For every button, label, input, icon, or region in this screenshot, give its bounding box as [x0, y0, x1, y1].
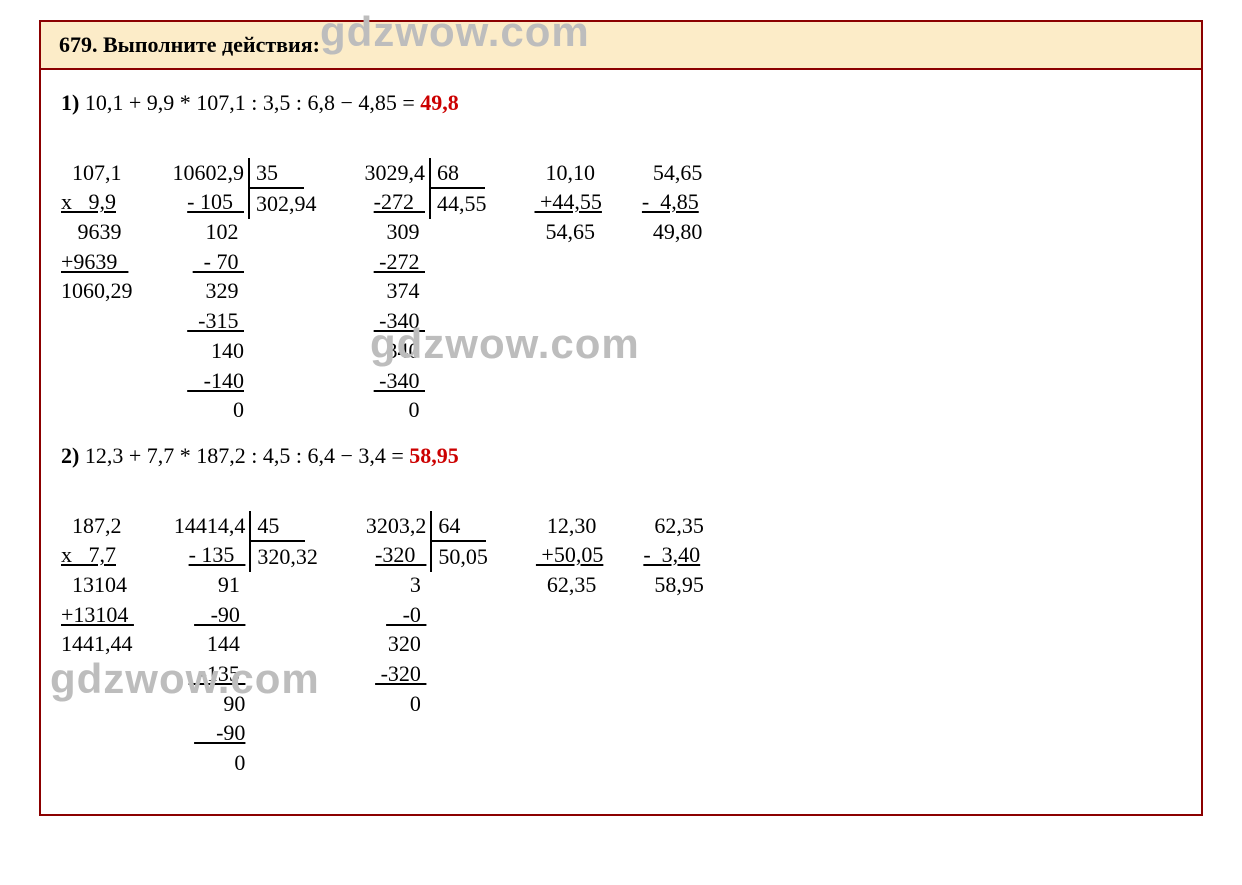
problem-2-line: 2) 12,3 + 7,7 * 187,2 : 4,5 : 6,4 − 3,4 …	[61, 443, 1181, 469]
p1-multiplication: 107,1 x 9,9 9639 +9639 1060,29	[61, 128, 133, 306]
p1-addition: 10,10 +44,55 54,65	[535, 128, 602, 247]
p1-subtraction: 54,65 - 4,85 49,80	[642, 128, 703, 247]
p1-div2-divisor: 68	[429, 158, 485, 190]
p1-div1-divisor: 35	[248, 158, 304, 190]
p2-subtraction: 62,35 - 3,40 58,95	[643, 481, 704, 600]
exercise-content: 1) 10,1 + 9,9 * 107,1 : 3,5 : 6,8 − 4,85…	[41, 70, 1201, 814]
p1-div1-quotient: 302,94	[248, 189, 325, 219]
problem-2-work: 187,2 x 7,7 13104 +13104 1441,44 14414,4…	[61, 481, 1181, 778]
exercise-number: 679.	[59, 32, 98, 57]
p2-division-1: 14414,4 - 135 91 -90 144 -135 90 -90 0 4…	[174, 481, 326, 778]
exercise-box: 679. Выполните действия: 1) 10,1 + 9,9 *…	[39, 20, 1203, 816]
problem-1-answer: 49,8	[420, 90, 459, 115]
p2-div1-divisor: 45	[249, 511, 305, 543]
exercise-title: Выполните действия:	[103, 32, 320, 57]
p2-div1-quotient: 320,32	[249, 542, 326, 572]
problem-2-expression: 12,3 + 7,7 * 187,2 : 4,5 : 6,4 − 3,4 =	[85, 443, 404, 468]
p2-div2-quotient: 50,05	[430, 542, 496, 572]
p2-addition: 12,30 +50,05 62,35	[536, 481, 603, 600]
exercise-header: 679. Выполните действия:	[41, 22, 1201, 70]
p2-division-2: 3203,2 -320 3 -0 320 -320 0 64 50,05	[366, 481, 496, 719]
problem-2-label: 2)	[61, 443, 79, 468]
problem-1-label: 1)	[61, 90, 79, 115]
p1-div2-quotient: 44,55	[429, 189, 495, 219]
problem-1-work: 107,1 x 9,9 9639 +9639 1060,29 10602,9 -…	[61, 128, 1181, 425]
problem-1-line: 1) 10,1 + 9,9 * 107,1 : 3,5 : 6,8 − 4,85…	[61, 90, 1181, 116]
p2-div2-divisor: 64	[430, 511, 486, 543]
p2-multiplication: 187,2 x 7,7 13104 +13104 1441,44	[61, 481, 134, 659]
problem-1-expression: 10,1 + 9,9 * 107,1 : 3,5 : 6,8 − 4,85 =	[85, 90, 415, 115]
p1-division-1: 10602,9 - 105 102 - 70 329 -315 140 -140…	[173, 128, 325, 425]
problem-2-answer: 58,95	[409, 443, 459, 468]
p1-division-2: 3029,4 -272 309 -272 374 -340 340 -340 0…	[365, 128, 495, 425]
